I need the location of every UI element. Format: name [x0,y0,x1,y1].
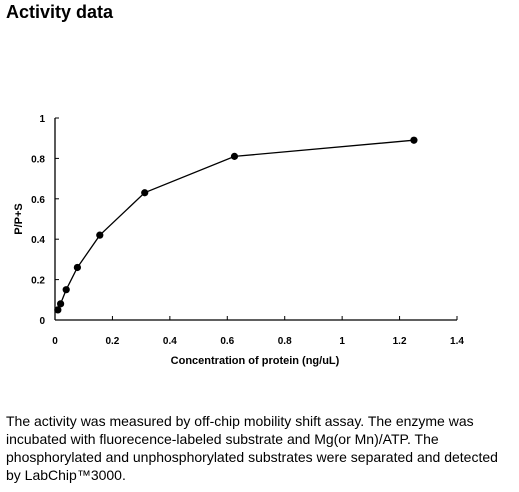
x-axis-title: Concentration of protein (ng/uL) [171,355,340,367]
y-axis-title: P/P+S [13,203,25,235]
data-point [96,231,104,239]
data-point [73,263,81,272]
figure-caption: The activity was measured by off-chip mo… [6,413,498,483]
data-point [141,189,149,197]
data-point [230,152,239,160]
y-tick-label: 0.6 [31,195,45,206]
series-line [57,139,414,311]
page-title: Activity data [6,2,114,22]
y-tick-label: 0.2 [31,276,45,287]
chart-ticks: 0 0.2 0.4 0.6 0.8 1 1.2 1.4 0 0.2 0.4 0.6 0.8 1 [31,114,464,347]
y-tick-label: 0.4 [31,235,45,246]
y-tick-label: 0 [39,316,45,327]
chart-axes [54,118,457,321]
data-point [56,300,65,308]
x-tick-label: 1.2 [393,336,407,347]
activity-chart: 0 0.2 0.4 0.6 0.8 1 1.2 1.4 0 0.2 0.4 0.6 0.8 1 Conce… [13,114,464,367]
x-tick-label: 0.8 [278,336,292,347]
data-point [54,306,62,314]
x-tick-label: 0 [52,336,58,347]
x-tick-label: 1.4 [450,336,464,347]
chart-series [54,136,418,314]
x-tick-label: 0.6 [220,336,234,347]
y-tick-label: 1 [39,114,45,125]
y-tick-label: 0.8 [31,154,45,165]
data-point [62,286,70,294]
data-point [410,136,418,144]
x-tick-label: 0.2 [105,336,119,347]
x-tick-label: 0.4 [163,336,177,347]
x-tick-label: 1 [339,336,345,347]
